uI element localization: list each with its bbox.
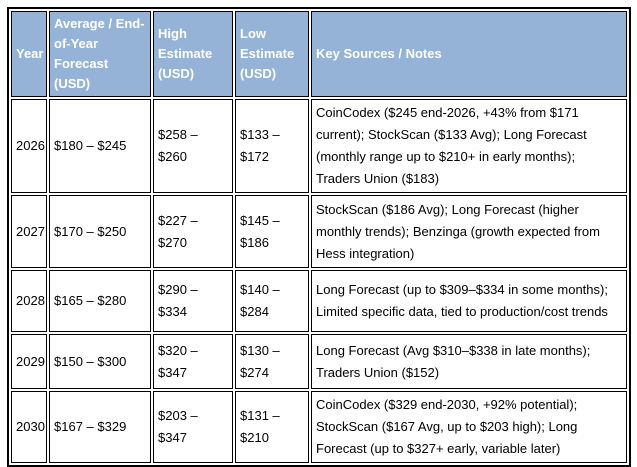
high-cell: $258 – $260	[153, 99, 233, 193]
low-cell: $131 – $210	[235, 391, 309, 463]
avg-cell: $180 – $245	[49, 99, 151, 193]
notes-cell: CoinCodex ($245 end-2026, +43% from $171…	[311, 99, 627, 193]
column-header-year: Year	[11, 11, 47, 97]
year-cell: 2026	[11, 99, 47, 193]
notes-cell: CoinCodex ($329 end-2030, +92% potential…	[311, 391, 627, 463]
table-row: 2028 $165 – $280 $290 – $334 $140 – $284…	[11, 270, 627, 332]
notes-cell: Long Forecast (Avg $310–$338 in late mon…	[311, 334, 627, 389]
low-cell: $140 – $284	[235, 270, 309, 332]
low-cell: $133 – $172	[235, 99, 309, 193]
year-cell: 2027	[11, 195, 47, 268]
column-header-high: High Estimate (USD)	[153, 11, 233, 97]
table-row: 2029 $150 – $300 $320 – $347 $130 – $274…	[11, 334, 627, 389]
notes-cell: Long Forecast (up to $309–$334 in some m…	[311, 270, 627, 332]
forecast-table: Year Average / End-of-Year Forecast (USD…	[7, 7, 631, 467]
high-cell: $290 – $334	[153, 270, 233, 332]
year-cell: 2028	[11, 270, 47, 332]
notes-cell: StockScan ($186 Avg); Long Forecast (hig…	[311, 195, 627, 268]
low-cell: $130 – $274	[235, 334, 309, 389]
table-row: 2026 $180 – $245 $258 – $260 $133 – $172…	[11, 99, 627, 193]
header-row: Year Average / End-of-Year Forecast (USD…	[11, 11, 627, 97]
high-cell: $320 – $347	[153, 334, 233, 389]
avg-cell: $170 – $250	[49, 195, 151, 268]
avg-cell: $167 – $329	[49, 391, 151, 463]
table-row: 2030 $167 – $329 $203 – $347 $131 – $210…	[11, 391, 627, 463]
avg-cell: $150 – $300	[49, 334, 151, 389]
high-cell: $227 – $270	[153, 195, 233, 268]
table-row: 2027 $170 – $250 $227 – $270 $145 – $186…	[11, 195, 627, 268]
low-cell: $145 – $186	[235, 195, 309, 268]
year-cell: 2030	[11, 391, 47, 463]
column-header-avg: Average / End-of-Year Forecast (USD)	[49, 11, 151, 97]
high-cell: $203 – $347	[153, 391, 233, 463]
column-header-low: Low Estimate (USD)	[235, 11, 309, 97]
avg-cell: $165 – $280	[49, 270, 151, 332]
column-header-notes: Key Sources / Notes	[311, 11, 627, 97]
document-page: Year Average / End-of-Year Forecast (USD…	[7, 7, 631, 467]
year-cell: 2029	[11, 334, 47, 389]
